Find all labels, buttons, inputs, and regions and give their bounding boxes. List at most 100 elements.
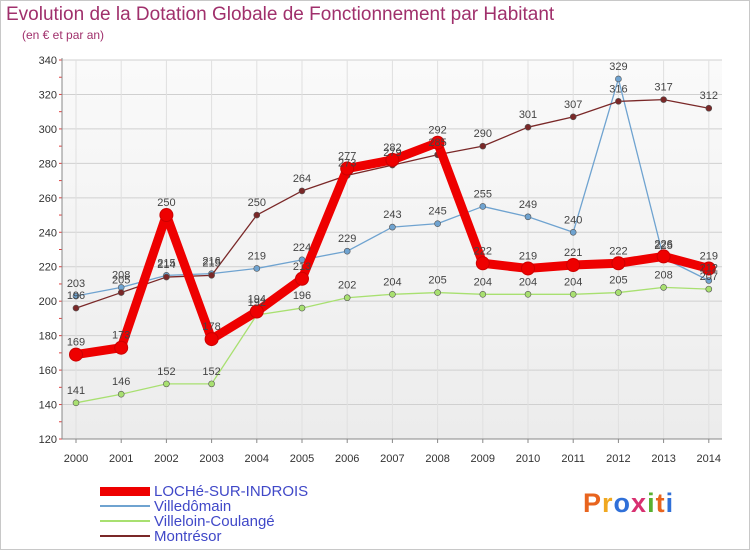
- data-point: [569, 290, 577, 298]
- legend-swatch: [100, 520, 150, 522]
- data-label: 219: [248, 250, 266, 262]
- data-point: [72, 304, 80, 312]
- data-label: 205: [112, 275, 130, 287]
- x-tick-label: 2009: [471, 453, 495, 465]
- y-tick-label: 280: [39, 158, 57, 170]
- data-point: [705, 104, 713, 112]
- data-point: [705, 277, 713, 284]
- x-tick-label: 2014: [697, 453, 721, 465]
- data-point: [204, 332, 219, 347]
- data-label: 255: [474, 188, 492, 200]
- logo-letter: x: [631, 488, 648, 518]
- data-label: 273: [338, 157, 356, 169]
- chart-legend: LOCHé-SUR-INDROIS Villedômain Villeloin-Co…: [100, 483, 360, 545]
- data-point: [298, 187, 306, 195]
- legend-item: Montrésor: [100, 528, 360, 545]
- y-tick-label: 120: [39, 434, 57, 446]
- data-point: [159, 208, 174, 223]
- x-tick-label: 2003: [199, 453, 223, 465]
- data-label: 222: [609, 245, 627, 257]
- chart-subtitle: (en € et par an): [22, 28, 105, 42]
- data-point: [249, 304, 264, 319]
- data-label: 146: [112, 376, 130, 388]
- logo-letter: o: [613, 488, 632, 518]
- data-point: [72, 399, 80, 407]
- data-point: [340, 161, 355, 176]
- data-label: 152: [157, 366, 175, 378]
- data-label: 301: [519, 109, 537, 121]
- data-label: 245: [428, 206, 446, 218]
- data-label: 307: [564, 99, 582, 111]
- legend-swatch: [100, 505, 150, 507]
- x-tick-label: 2008: [425, 453, 449, 465]
- data-point: [615, 98, 622, 105]
- x-tick-label: 2001: [109, 453, 133, 465]
- data-label: 207: [700, 271, 718, 283]
- y-tick-label: 160: [39, 365, 57, 377]
- data-label: 202: [338, 280, 356, 292]
- data-point: [701, 261, 716, 276]
- data-label: 292: [428, 125, 446, 137]
- data-label: 208: [112, 269, 130, 281]
- x-tick-label: 2013: [651, 453, 675, 465]
- data-label: 212: [700, 263, 718, 275]
- data-label: 329: [609, 61, 627, 73]
- x-tick-label: 2002: [154, 453, 178, 465]
- proxiti-logo: Proxiti: [583, 488, 674, 519]
- data-point: [117, 390, 125, 398]
- data-point: [389, 223, 396, 231]
- x-tick-label: 2007: [380, 453, 404, 465]
- logo-letter: t: [655, 488, 666, 518]
- chart-title: Evolution de la Dotation Globale de Fonc…: [6, 4, 555, 25]
- legend-label: Montrésor: [154, 528, 222, 545]
- legend-swatch: [100, 486, 150, 496]
- data-label: 205: [428, 275, 446, 287]
- data-point: [615, 75, 622, 83]
- data-point: [524, 123, 532, 131]
- y-tick-label: 320: [39, 89, 57, 101]
- x-tick-label: 2004: [245, 453, 269, 465]
- data-label: 169: [67, 337, 85, 349]
- data-label: 222: [474, 245, 492, 257]
- data-label: 205: [609, 275, 627, 287]
- data-label: 214: [157, 259, 175, 271]
- data-label: 196: [67, 290, 85, 302]
- data-point: [208, 272, 215, 279]
- data-label: 178: [202, 321, 220, 333]
- data-label: 196: [293, 290, 311, 302]
- data-label: 290: [474, 128, 492, 140]
- data-label: 277: [338, 151, 356, 163]
- data-point: [524, 213, 532, 221]
- data-label: 204: [474, 276, 492, 288]
- data-point: [295, 271, 309, 286]
- legend-item: Villedômain: [100, 498, 360, 515]
- data-label: 240: [564, 214, 582, 226]
- data-point: [479, 203, 487, 210]
- x-tick-label: 2012: [606, 453, 630, 465]
- data-point: [69, 347, 83, 362]
- data-point: [117, 289, 125, 296]
- y-tick-label: 260: [39, 193, 57, 205]
- data-label: 141: [67, 385, 85, 397]
- data-point: [656, 249, 671, 264]
- data-point: [524, 290, 532, 298]
- logo-letter: P: [583, 488, 603, 518]
- data-point: [566, 258, 581, 273]
- data-label: 192: [248, 297, 266, 309]
- x-tick-label: 2011: [561, 453, 585, 465]
- data-point: [434, 289, 441, 296]
- data-point: [705, 285, 713, 293]
- data-label: 204: [519, 276, 537, 288]
- legend-swatch: [100, 535, 150, 537]
- x-tick-label: 2006: [335, 453, 359, 465]
- logo-letter: i: [647, 488, 656, 518]
- data-label: 249: [519, 199, 537, 211]
- y-tick-label: 200: [39, 296, 57, 308]
- data-point: [114, 340, 129, 355]
- data-point: [434, 220, 441, 227]
- data-label: 250: [248, 197, 266, 209]
- data-label: 204: [383, 276, 401, 288]
- data-point: [660, 284, 667, 291]
- data-label: 221: [564, 247, 582, 259]
- data-label: 213: [293, 261, 311, 273]
